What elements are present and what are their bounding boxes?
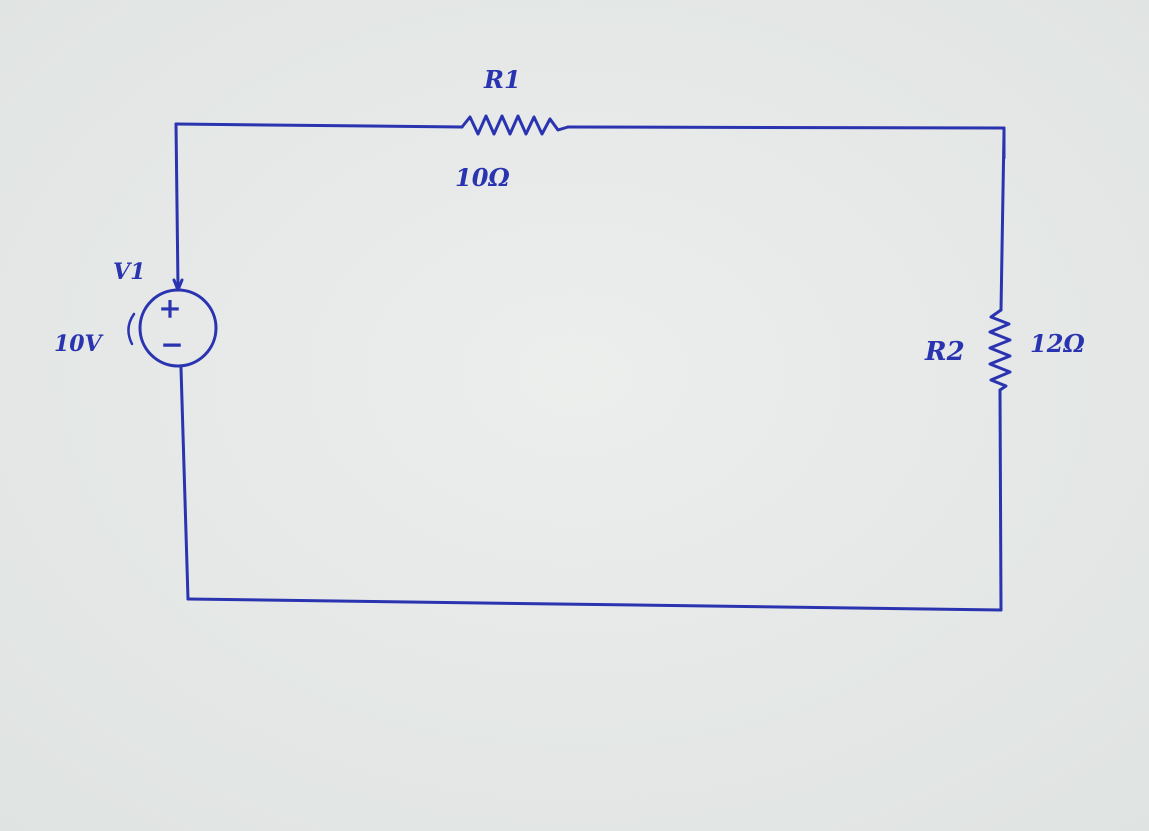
resistor-r1-name: R1 bbox=[483, 65, 521, 94]
wire-right-lower bbox=[998, 388, 1003, 612]
resistor-r1-zigzag bbox=[460, 114, 570, 136]
wire-right-middle bbox=[999, 130, 1006, 312]
resistor-r2-value: 12Ω bbox=[1030, 329, 1085, 358]
resistor-r2-name: R2 bbox=[924, 337, 965, 367]
source-polarity-arc bbox=[127, 312, 136, 346]
source-value-label: 10V bbox=[54, 331, 104, 357]
wire-top-right bbox=[566, 125, 1006, 130]
wire-bottom bbox=[186, 597, 1003, 612]
wire-left-lower bbox=[179, 366, 190, 601]
wire-left-upper bbox=[174, 122, 180, 289]
resistor-r2-zigzag bbox=[988, 308, 1012, 392]
resistor-r1-value: 10Ω bbox=[455, 163, 510, 192]
source-lead-arrow bbox=[172, 278, 184, 292]
source-minus-sign: − bbox=[160, 328, 183, 361]
wire-top-left bbox=[174, 122, 464, 129]
source-plus-sign: + bbox=[158, 292, 181, 325]
source-name-label: V1 bbox=[113, 259, 145, 285]
